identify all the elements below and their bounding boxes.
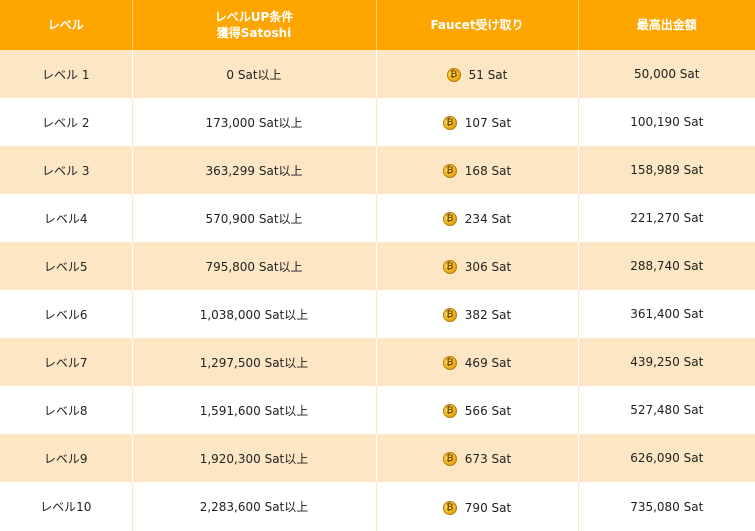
faucet-cell: ₿ 306 Sat [376,242,579,290]
bitcoin-coin-icon: ₿ [442,116,457,130]
faucet-amount-text: 306 Sat [464,260,512,274]
faucet-amount: ₿ 469 Sat [442,356,512,370]
bitcoin-coin-icon: ₿ [442,164,457,178]
bitcoin-coin-icon: ₿ [446,68,461,82]
faucet-amount-text: 382 Sat [464,308,512,322]
max-withdraw-cell: 100,190 Sat [630,115,704,129]
level-cell: レベル8 [0,386,133,434]
faucet-cell: ₿ 673 Sat [376,434,579,482]
max-withdraw-cell: 527,480 Sat [630,403,704,417]
condition-cell: 1,920,300 Sat以上 [132,434,377,482]
bitcoin-coin-icon: ₿ [442,260,457,274]
table-header: レベル レベルUP条件 獲得Satoshi Faucet受け取り 最高出金額 [0,0,755,50]
header-condition-line1: レベルUP条件 [214,10,294,24]
table-row: レベル8 1,591,600 Sat以上 ₿ 566 Sat 527,480 Sat [0,386,755,434]
faucet-cell: ₿ 469 Sat [376,338,579,386]
faucet-amount: ₿ 382 Sat [442,308,512,322]
level-cell: レベル 1 [0,50,133,98]
faucet-amount-text: 469 Sat [464,356,512,370]
faucet-amount-text: 107 Sat [464,116,512,130]
faucet-amount: ₿ 790 Sat [442,500,512,515]
max-withdraw-cell: 288,740 Sat [630,259,704,273]
bitcoin-coin-icon: ₿ [442,356,457,370]
table-row: レベル4 570,900 Sat以上 ₿ 234 Sat 221,270 Sat [0,194,755,242]
level-cell: レベル4 [0,194,133,242]
faucet-amount: ₿ 107 Sat [442,116,512,130]
header-max-withdraw: 最高出金額 [578,0,755,50]
level-cell: レベル6 [0,290,133,338]
max-withdraw-cell: 50,000 Sat [634,67,700,81]
faucet-cell: ₿ 382 Sat [376,290,579,338]
condition-cell: 0 Sat以上 [132,50,377,98]
bitcoin-coin-icon: ₿ [442,452,457,466]
level-cell: レベル5 [0,242,133,290]
condition-cell: 1,591,600 Sat以上 [132,386,377,434]
condition-cell: 570,900 Sat以上 [132,194,377,242]
max-withdraw-cell: 158,989 Sat [630,163,704,177]
condition-cell: 363,299 Sat以上 [132,146,377,194]
faucet-amount: ₿ 673 Sat [442,452,512,466]
faucet-cell: ₿ 107 Sat [376,98,579,146]
faucet-amount: ₿ 234 Sat [442,212,512,226]
max-withdraw-cell: 439,250 Sat [630,355,704,369]
table-row: レベル6 1,038,000 Sat以上 ₿ 382 Sat 361,400 Sat [0,290,755,338]
faucet-cell: ₿ 234 Sat [376,194,579,242]
faucet-amount-text: 168 Sat [464,164,512,178]
faucet-amount: ₿ 566 Sat [442,404,512,418]
header-level: レベル [0,0,133,50]
table-row: レベル 2 173,000 Sat以上 ₿ 107 Sat 100,190 Sat [0,98,755,146]
level-cell: レベル9 [0,434,133,482]
faucet-amount: ₿ 51 Sat [446,68,508,82]
bitcoin-coin-icon: ₿ [442,212,457,226]
faucet-cell: ₿ 790 Sat [376,482,579,531]
faucet-amount-text: 566 Sat [464,404,512,418]
faucet-amount-text: 790 Sat [464,500,512,515]
faucet-amount-text: 234 Sat [464,212,512,226]
faucet-cell: ₿ 566 Sat [376,386,579,434]
faucet-amount-text: 51 Sat [468,68,508,82]
condition-cell: 1,297,500 Sat以上 [132,338,377,386]
condition-cell: 173,000 Sat以上 [132,98,377,146]
max-withdraw-cell: 361,400 Sat [630,307,704,321]
condition-cell: 1,038,000 Sat以上 [132,290,377,338]
condition-cell: 795,800 Sat以上 [132,242,377,290]
max-withdraw-cell: 735,080 Sat [630,499,704,514]
max-withdraw-cell: 626,090 Sat [630,451,704,465]
table-row: レベル 3 363,299 Sat以上 ₿ 168 Sat 158,989 Sat [0,146,755,194]
faucet-cell: ₿ 168 Sat [376,146,579,194]
faucet-amount-text: 673 Sat [464,452,512,466]
bitcoin-coin-icon: ₿ [442,500,457,515]
bitcoin-coin-icon: ₿ [442,308,457,322]
faucet-cell: ₿ 51 Sat [376,50,579,98]
header-condition: レベルUP条件 獲得Satoshi [132,0,377,50]
condition-cell: 2,283,600 Sat以上 [132,482,377,531]
level-cell: レベル 2 [0,98,133,146]
table-row: レベル10 2,283,600 Sat以上 ₿ 790 Sat 735,080 Sat [0,482,755,531]
faucet-amount: ₿ 168 Sat [442,164,512,178]
level-cell: レベル7 [0,338,133,386]
level-cell: レベル10 [0,482,133,531]
faucet-amount: ₿ 306 Sat [442,260,512,274]
header-faucet: Faucet受け取り [376,0,579,50]
max-withdraw-cell: 221,270 Sat [630,211,704,225]
table-row: レベル9 1,920,300 Sat以上 ₿ 673 Sat 626,090 Sat [0,434,755,482]
header-row: レベル レベルUP条件 獲得Satoshi Faucet受け取り 最高出金額 [0,0,755,50]
header-condition-line2: 獲得Satoshi [216,26,292,40]
level-cell: レベル 3 [0,146,133,194]
bitcoin-coin-icon: ₿ [442,404,457,418]
table-row: レベル7 1,297,500 Sat以上 ₿ 469 Sat 439,250 Sat [0,338,755,386]
table-row: レベル5 795,800 Sat以上 ₿ 306 Sat 288,740 Sat [0,242,755,290]
